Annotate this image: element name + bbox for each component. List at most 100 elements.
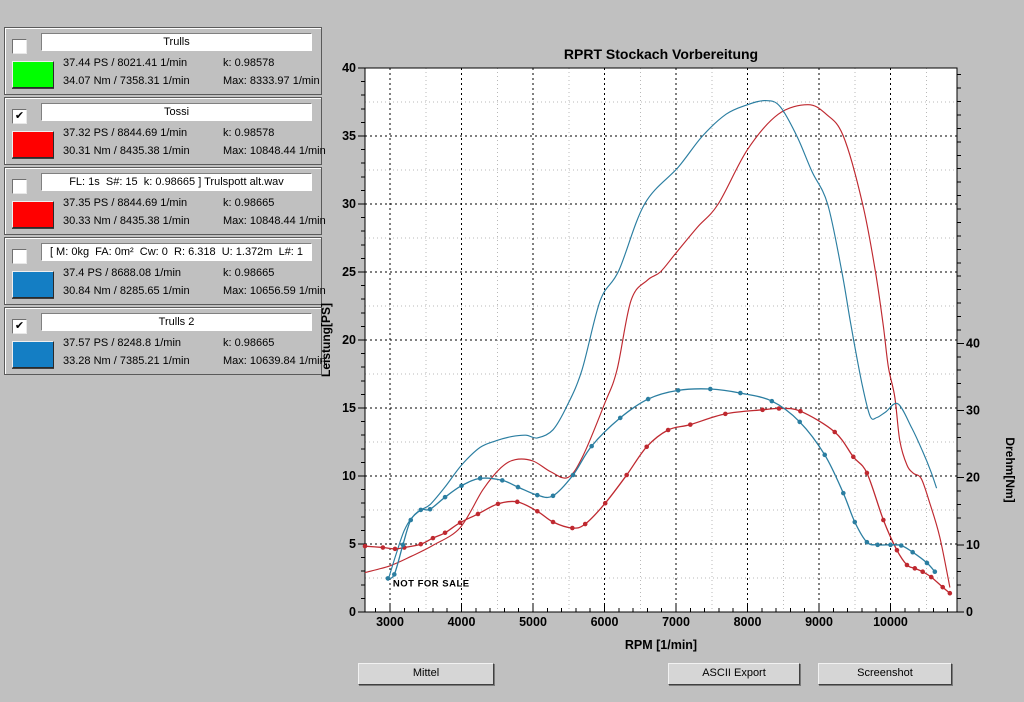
data-point-marker — [940, 584, 946, 590]
data-point-marker — [723, 411, 728, 417]
measurement-name-field[interactable]: Trulls 2 — [41, 313, 312, 331]
data-point-marker — [881, 517, 886, 523]
curve-color-swatch[interactable] — [12, 201, 54, 228]
svg-text:25: 25 — [342, 265, 356, 279]
svg-text:9000: 9000 — [805, 615, 833, 629]
data-point-marker — [499, 478, 505, 483]
svg-text:5: 5 — [349, 537, 356, 551]
max-rpm-text: Max: 10656.59 1/min — [223, 285, 326, 297]
data-point-marker — [894, 547, 900, 553]
data-point-marker — [852, 519, 858, 525]
measurement-stats: 37.4 PS / 8688.08 1/min k: 0.98665 30.84… — [61, 264, 326, 300]
measurement-panel: FL: 1s S#: 15 k: 0.98665 ] Trulspott alt… — [4, 167, 326, 235]
visibility-checkbox[interactable] — [12, 179, 27, 194]
torque-peak-text: 33.28 Nm / 7385.21 1/min — [63, 355, 190, 367]
svg-text:3000: 3000 — [376, 615, 404, 629]
curve-color-swatch[interactable] — [12, 131, 54, 158]
dyno-chart: 3000 4000 5000 6000 7000 8000 9000 10000 0 5 10 15 2… — [319, 46, 1017, 652]
torque-peak-text: 30.33 Nm / 8435.38 1/min — [63, 215, 190, 227]
curve-color-swatch[interactable] — [12, 61, 54, 88]
data-point-marker — [430, 535, 436, 541]
data-point-marker — [535, 508, 540, 514]
k-factor-text: k: 0.98665 — [223, 337, 275, 349]
data-point-marker — [457, 520, 463, 525]
left-axis-label: Leistung[PS] — [319, 303, 333, 377]
data-point-marker — [832, 429, 838, 435]
data-point-marker — [570, 525, 575, 531]
power-stats-row: 37.57 PS / 8248.8 1/min k: 0.98665 — [61, 334, 317, 352]
svg-text:8000: 8000 — [734, 615, 762, 629]
torque-stats-row: 30.84 Nm / 8285.65 1/min Max: 10656.59 1… — [61, 282, 326, 300]
data-point-marker — [550, 519, 556, 525]
measurement-name-field[interactable]: FL: 1s S#: 15 k: 0.98665 ] Trulspott alt… — [41, 173, 312, 191]
visibility-checkbox[interactable] — [12, 249, 27, 264]
data-point-marker — [947, 590, 953, 596]
measurement-stats: 37.44 PS / 8021.41 1/min k: 0.98578 34.0… — [61, 54, 320, 90]
measurement-title: Trulls — [163, 36, 190, 48]
mittel-button[interactable]: Mittel — [358, 663, 494, 685]
data-point-marker — [822, 452, 828, 458]
svg-text:10: 10 — [342, 469, 356, 483]
power-stats-row: 37.35 PS / 8844.69 1/min k: 0.98665 — [61, 194, 317, 212]
data-point-marker — [442, 494, 448, 500]
svg-text:30: 30 — [966, 404, 980, 418]
measurement-stats: 37.35 PS / 8844.69 1/min k: 0.98665 30.3… — [61, 194, 326, 230]
curve-tossi-leistung — [364, 104, 951, 588]
screenshot-button[interactable]: Screenshot — [818, 663, 952, 685]
svg-text:30: 30 — [342, 197, 356, 211]
data-point-marker — [362, 543, 368, 549]
data-point-marker — [570, 472, 576, 478]
data-point-marker — [418, 541, 424, 547]
visibility-checkbox[interactable]: ✔ — [12, 319, 27, 334]
data-point-marker — [535, 492, 540, 498]
axis-ticks — [358, 67, 964, 613]
data-point-marker — [602, 500, 608, 506]
ascii-export-button[interactable]: ASCII Export — [668, 663, 800, 685]
data-point-marker — [644, 444, 650, 450]
data-point-marker — [589, 443, 594, 449]
data-point-marker — [928, 574, 934, 580]
svg-text:10: 10 — [966, 538, 980, 552]
data-point-marker — [888, 542, 893, 548]
curve-tossi-drehmoment — [362, 406, 953, 596]
measurement-name-field[interactable]: [ M: 0kg FA: 0m² Cw: 0 R: 6.318 U: 1.372… — [41, 243, 312, 261]
svg-text:10000: 10000 — [873, 615, 908, 629]
power-stats-row: 37.32 PS / 8844.69 1/min k: 0.98578 — [61, 124, 317, 142]
measurement-name-field[interactable]: Trulls — [41, 33, 312, 51]
visibility-checkbox[interactable] — [12, 39, 27, 54]
data-point-marker — [912, 566, 918, 571]
data-point-marker — [442, 530, 448, 536]
curve-color-swatch[interactable] — [12, 271, 54, 298]
svg-text:40: 40 — [966, 336, 980, 350]
k-factor-text: k: 0.98578 — [223, 127, 275, 139]
chart-title: RPRT Stockach Vorbereitung — [564, 46, 758, 62]
power-stats-row: 37.4 PS / 8688.08 1/min k: 0.98665 — [61, 264, 317, 282]
right-axis-label: Drehm[Nm] — [1003, 437, 1017, 502]
power-peak-text: 37.44 PS / 8021.41 1/min — [63, 57, 188, 69]
data-point-marker — [875, 542, 880, 548]
measurement-name-field[interactable]: Tossi — [41, 103, 312, 121]
not-for-sale-watermark: NOT FOR SALE — [393, 578, 470, 589]
measurement-title: [ M: 0kg FA: 0m² Cw: 0 R: 6.318 U: 1.372… — [49, 246, 304, 258]
max-rpm-text: Max: 10848.44 1/min — [223, 145, 326, 157]
svg-text:7000: 7000 — [662, 615, 690, 629]
data-point-marker — [515, 484, 521, 490]
data-point-marker — [797, 419, 803, 425]
torque-peak-text: 34.07 Nm / 7358.31 1/min — [63, 75, 190, 87]
major-gridlines — [365, 68, 957, 612]
torque-peak-text: 30.31 Nm / 8435.38 1/min — [63, 145, 190, 157]
data-point-marker — [769, 398, 775, 404]
data-point-marker — [514, 499, 520, 505]
curve-color-swatch[interactable] — [12, 341, 54, 368]
svg-text:5000: 5000 — [519, 615, 547, 629]
data-point-marker — [645, 396, 651, 402]
check-icon: ✔ — [14, 320, 25, 332]
visibility-checkbox[interactable]: ✔ — [12, 109, 27, 124]
torque-stats-row: 34.07 Nm / 7358.31 1/min Max: 8333.97 1/… — [61, 72, 320, 90]
measurement-panel: ✔ Trulls 2 37.57 PS / 8248.8 1/min k: 0.… — [4, 307, 326, 375]
data-point-marker — [459, 483, 464, 489]
power-peak-text: 37.4 PS / 8688.08 1/min — [63, 267, 182, 279]
measurement-panel: ✔ Tossi 37.32 PS / 8844.69 1/min k: 0.98… — [4, 97, 326, 165]
curve-trulls-2-drehmoment — [385, 386, 938, 581]
data-point-marker — [617, 415, 623, 421]
